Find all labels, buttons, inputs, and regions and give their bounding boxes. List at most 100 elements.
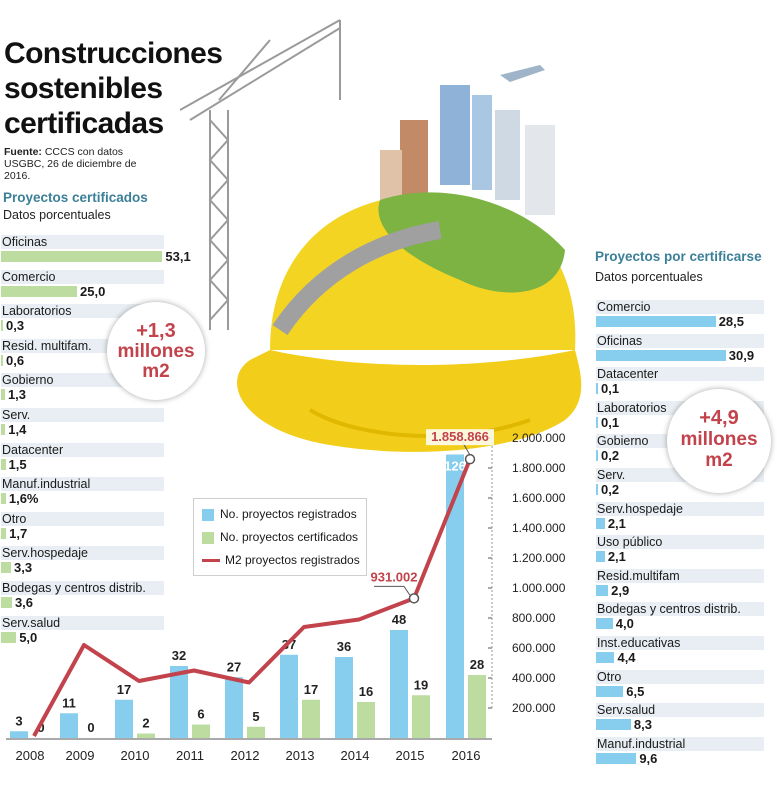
bar-registered-label: 32 bbox=[172, 648, 186, 663]
right-panel-bar bbox=[596, 349, 726, 361]
left-panel-label: Serv.salud bbox=[2, 615, 61, 630]
bar-registered-label: 11 bbox=[62, 695, 76, 710]
right-panel-value: 0,2 bbox=[601, 448, 620, 464]
right-panel-label: Uso público bbox=[597, 535, 663, 550]
line-m2-registered bbox=[32, 458, 472, 737]
right-panel-label: Bodegas y centros distrib. bbox=[597, 602, 741, 617]
left-panel-row: Serv.salud 5,0 bbox=[1, 615, 164, 646]
right-panel-label: Serv. bbox=[597, 468, 626, 482]
right-badge-line3: m2 bbox=[705, 450, 733, 471]
right-panel-row-background bbox=[596, 736, 764, 751]
left-panel-row: Oficinas 53,1 bbox=[1, 235, 191, 265]
left-panel-row-background bbox=[1, 269, 164, 284]
source-label: Fuente: bbox=[4, 146, 42, 158]
bar-registered bbox=[170, 666, 188, 738]
right-panel-bar bbox=[596, 752, 637, 764]
left-panel-label: Manuf.industrial bbox=[2, 477, 91, 492]
bar-certified bbox=[247, 726, 265, 738]
legend-swatch-blue bbox=[202, 508, 214, 521]
left-badge-line1: +1,3 bbox=[136, 320, 176, 342]
left-panel-label: Laboratorios bbox=[2, 304, 72, 319]
x-tick-label: 2014 bbox=[341, 748, 370, 763]
right-panel-bar bbox=[596, 450, 598, 462]
legend-item-registered: No. proyectos registrados bbox=[202, 507, 357, 521]
right-panel-value: 2,9 bbox=[611, 582, 630, 598]
bar-registered bbox=[390, 630, 408, 738]
left-panel-value: 1,3 bbox=[7, 387, 27, 403]
right-panel-row-background bbox=[596, 501, 764, 516]
bar-certified bbox=[412, 695, 430, 738]
right-panel-bar bbox=[596, 719, 631, 731]
annotation-background bbox=[426, 429, 494, 446]
right-badge: +4,9 millones m2 bbox=[667, 389, 771, 493]
bar-certified bbox=[137, 733, 155, 738]
left-panel-row-background bbox=[1, 408, 164, 422]
right-panel-label: Otro bbox=[597, 669, 622, 684]
left-panel-value: 0,3 bbox=[6, 318, 25, 334]
source-text: CCCS con datos USGBC, 26 de diciembre de… bbox=[4, 146, 137, 182]
bar-certified-label: 0 bbox=[37, 720, 44, 735]
right-panel-bar bbox=[596, 416, 598, 428]
right-panel-row: Datacenter 0,1 bbox=[596, 367, 764, 397]
right-panel-row: Oficinas 30,9 bbox=[596, 333, 764, 364]
annotation-label: 1.858.866 bbox=[431, 429, 489, 444]
bar-registered-label: 3 bbox=[15, 713, 22, 728]
left-panel-value: 53,1 bbox=[165, 249, 191, 264]
bar-certified bbox=[302, 699, 320, 738]
source-note: Fuente: CCCS con datos USGBC, 26 de dici… bbox=[4, 146, 154, 182]
left-panel-row: Datacenter 1,5 bbox=[1, 442, 164, 473]
bar-certified bbox=[357, 702, 375, 738]
annotation-leader bbox=[374, 585, 411, 596]
bar-registered-label: 17 bbox=[117, 682, 131, 697]
left-panel-value: 3,6 bbox=[14, 595, 34, 610]
right-panel-value: 8,3 bbox=[633, 717, 652, 733]
left-panel-row-background bbox=[1, 235, 164, 249]
left-panel-value: 1,7 bbox=[9, 525, 28, 541]
city-buildings-icon bbox=[380, 85, 555, 215]
bar-registered bbox=[10, 731, 28, 738]
left-panel-bar bbox=[1, 320, 3, 332]
right-panel-row: Serv.salud 8,3 bbox=[596, 703, 764, 733]
x-tick-label: 2016 bbox=[452, 748, 481, 763]
bar-registered bbox=[115, 699, 133, 738]
y2-tick-label: 200.000 bbox=[512, 701, 556, 715]
right-panel-bar bbox=[596, 685, 624, 697]
line-point-marker bbox=[408, 593, 420, 604]
right-panel-row-background bbox=[596, 568, 764, 583]
right-panel-value: 28,5 bbox=[718, 314, 744, 329]
y2-tick-label: 1.400.000 bbox=[512, 521, 566, 535]
right-panel-label: Gobierno bbox=[597, 434, 649, 449]
x-tick-label: 2010 bbox=[121, 748, 150, 763]
y2-tick-label: 1.800.000 bbox=[512, 461, 566, 475]
right-panel-row: Uso público 2,1 bbox=[596, 535, 764, 565]
annotation-label: 931.002 bbox=[371, 569, 418, 584]
y2-tick-label: 1.000.000 bbox=[512, 581, 566, 595]
left-panel-bar bbox=[1, 424, 6, 435]
right-panel-row-background bbox=[596, 367, 764, 382]
x-tick-label: 2008 bbox=[16, 748, 45, 763]
left-panel-bar bbox=[1, 527, 7, 539]
airplane-icon bbox=[500, 65, 545, 82]
right-panel-value: 30,9 bbox=[728, 347, 755, 363]
left-panel-value: 1,4 bbox=[8, 422, 27, 437]
right-panel-row-background bbox=[596, 636, 764, 650]
left-panel-row: Manuf.industrial 1,6% bbox=[1, 477, 164, 507]
crane-icon bbox=[180, 19, 341, 330]
x-tick-label: 2011 bbox=[176, 748, 204, 763]
y2-tick-label: 1.600.000 bbox=[512, 491, 566, 505]
y2-tick-label: 1.200.000 bbox=[512, 551, 566, 565]
right-badge-line1: +4,9 bbox=[699, 407, 739, 429]
legend-item-m2: M2 proyectos registrados bbox=[202, 553, 360, 567]
left-panel-bar bbox=[1, 631, 17, 643]
x-tick-label: 2013 bbox=[286, 748, 315, 763]
bar-registered-label: 48 bbox=[392, 612, 406, 627]
right-panel-label: Datacenter bbox=[597, 367, 659, 382]
legend-label-registered: No. proyectos registrados bbox=[220, 507, 357, 521]
y2-tick-label: 2.000.000 bbox=[512, 431, 566, 445]
right-panel-row-background bbox=[596, 703, 764, 718]
left-panel-value: 5,0 bbox=[19, 629, 38, 645]
right-panel-value: 4,4 bbox=[617, 650, 636, 665]
right-panel-row-background bbox=[596, 602, 764, 617]
legend-label-m2: M2 proyectos registrados bbox=[225, 553, 360, 567]
bar-registered bbox=[335, 657, 353, 738]
